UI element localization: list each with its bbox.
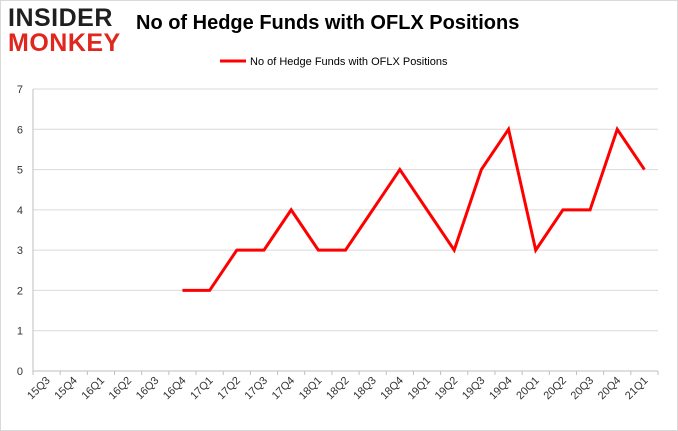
x-tick-label: 16Q1 [80,375,108,403]
x-tick-label: 21Q1 [623,375,651,403]
y-tick-label: 4 [17,205,23,217]
x-tick-label: 20Q2 [541,375,569,403]
x-tick-label: 16Q3 [134,375,162,403]
x-tick-label: 18Q1 [297,375,325,403]
logo-line-2: MONKEY [8,29,121,57]
y-tick-label: 6 [17,124,23,136]
y-tick-label: 0 [17,366,23,378]
x-tick-label: 19Q4 [487,375,515,403]
logo-line-1: INSIDER [8,4,113,32]
x-tick-label: 18Q2 [324,375,352,403]
y-tick-labels: 0 1 2 3 4 5 6 7 [17,84,23,378]
y-tick-label: 2 [17,285,23,297]
x-tick-label: 15Q4 [52,375,80,403]
x-tick-label: 17Q2 [215,375,243,403]
axes [32,89,659,375]
x-tick-label: 16Q2 [107,375,135,403]
legend-label: No of Hedge Funds with OFLX Positions [250,56,448,68]
x-tick-label: 16Q4 [161,375,189,403]
x-tick-labels: 15Q3 15Q4 16Q1 16Q2 16Q3 16Q4 17Q1 17Q2 17Q3 17Q4… [25,375,650,403]
gridlines [33,88,658,332]
legend: No of Hedge Funds with OFLX Positions [220,56,448,68]
x-tick-label: 17Q4 [270,375,298,403]
x-tick-label: 20Q1 [514,375,542,403]
x-tick-label: 17Q1 [188,375,216,403]
x-tick-label: 15Q3 [25,375,53,403]
chart-title: No of Hedge Funds with OFLX Positions [136,12,520,34]
x-tick-label: 19Q3 [460,375,488,403]
y-tick-label: 1 [17,326,23,338]
insider-monkey-logo: INSIDER MONKEY [8,4,126,56]
y-tick-label: 5 [17,165,23,177]
x-tick-label: 17Q3 [243,375,271,403]
y-tick-label: 3 [17,245,23,257]
series-line [182,125,646,292]
x-tick-label: 20Q4 [596,375,624,403]
y-tick-label: 7 [17,84,23,96]
x-tick-label: 18Q3 [351,375,379,403]
x-tick-label: 18Q4 [378,375,406,403]
x-tick-label: 20Q3 [569,375,597,403]
series-lines [182,125,646,292]
x-tick-label: 19Q1 [406,375,434,403]
x-tick-label: 19Q2 [433,375,461,403]
